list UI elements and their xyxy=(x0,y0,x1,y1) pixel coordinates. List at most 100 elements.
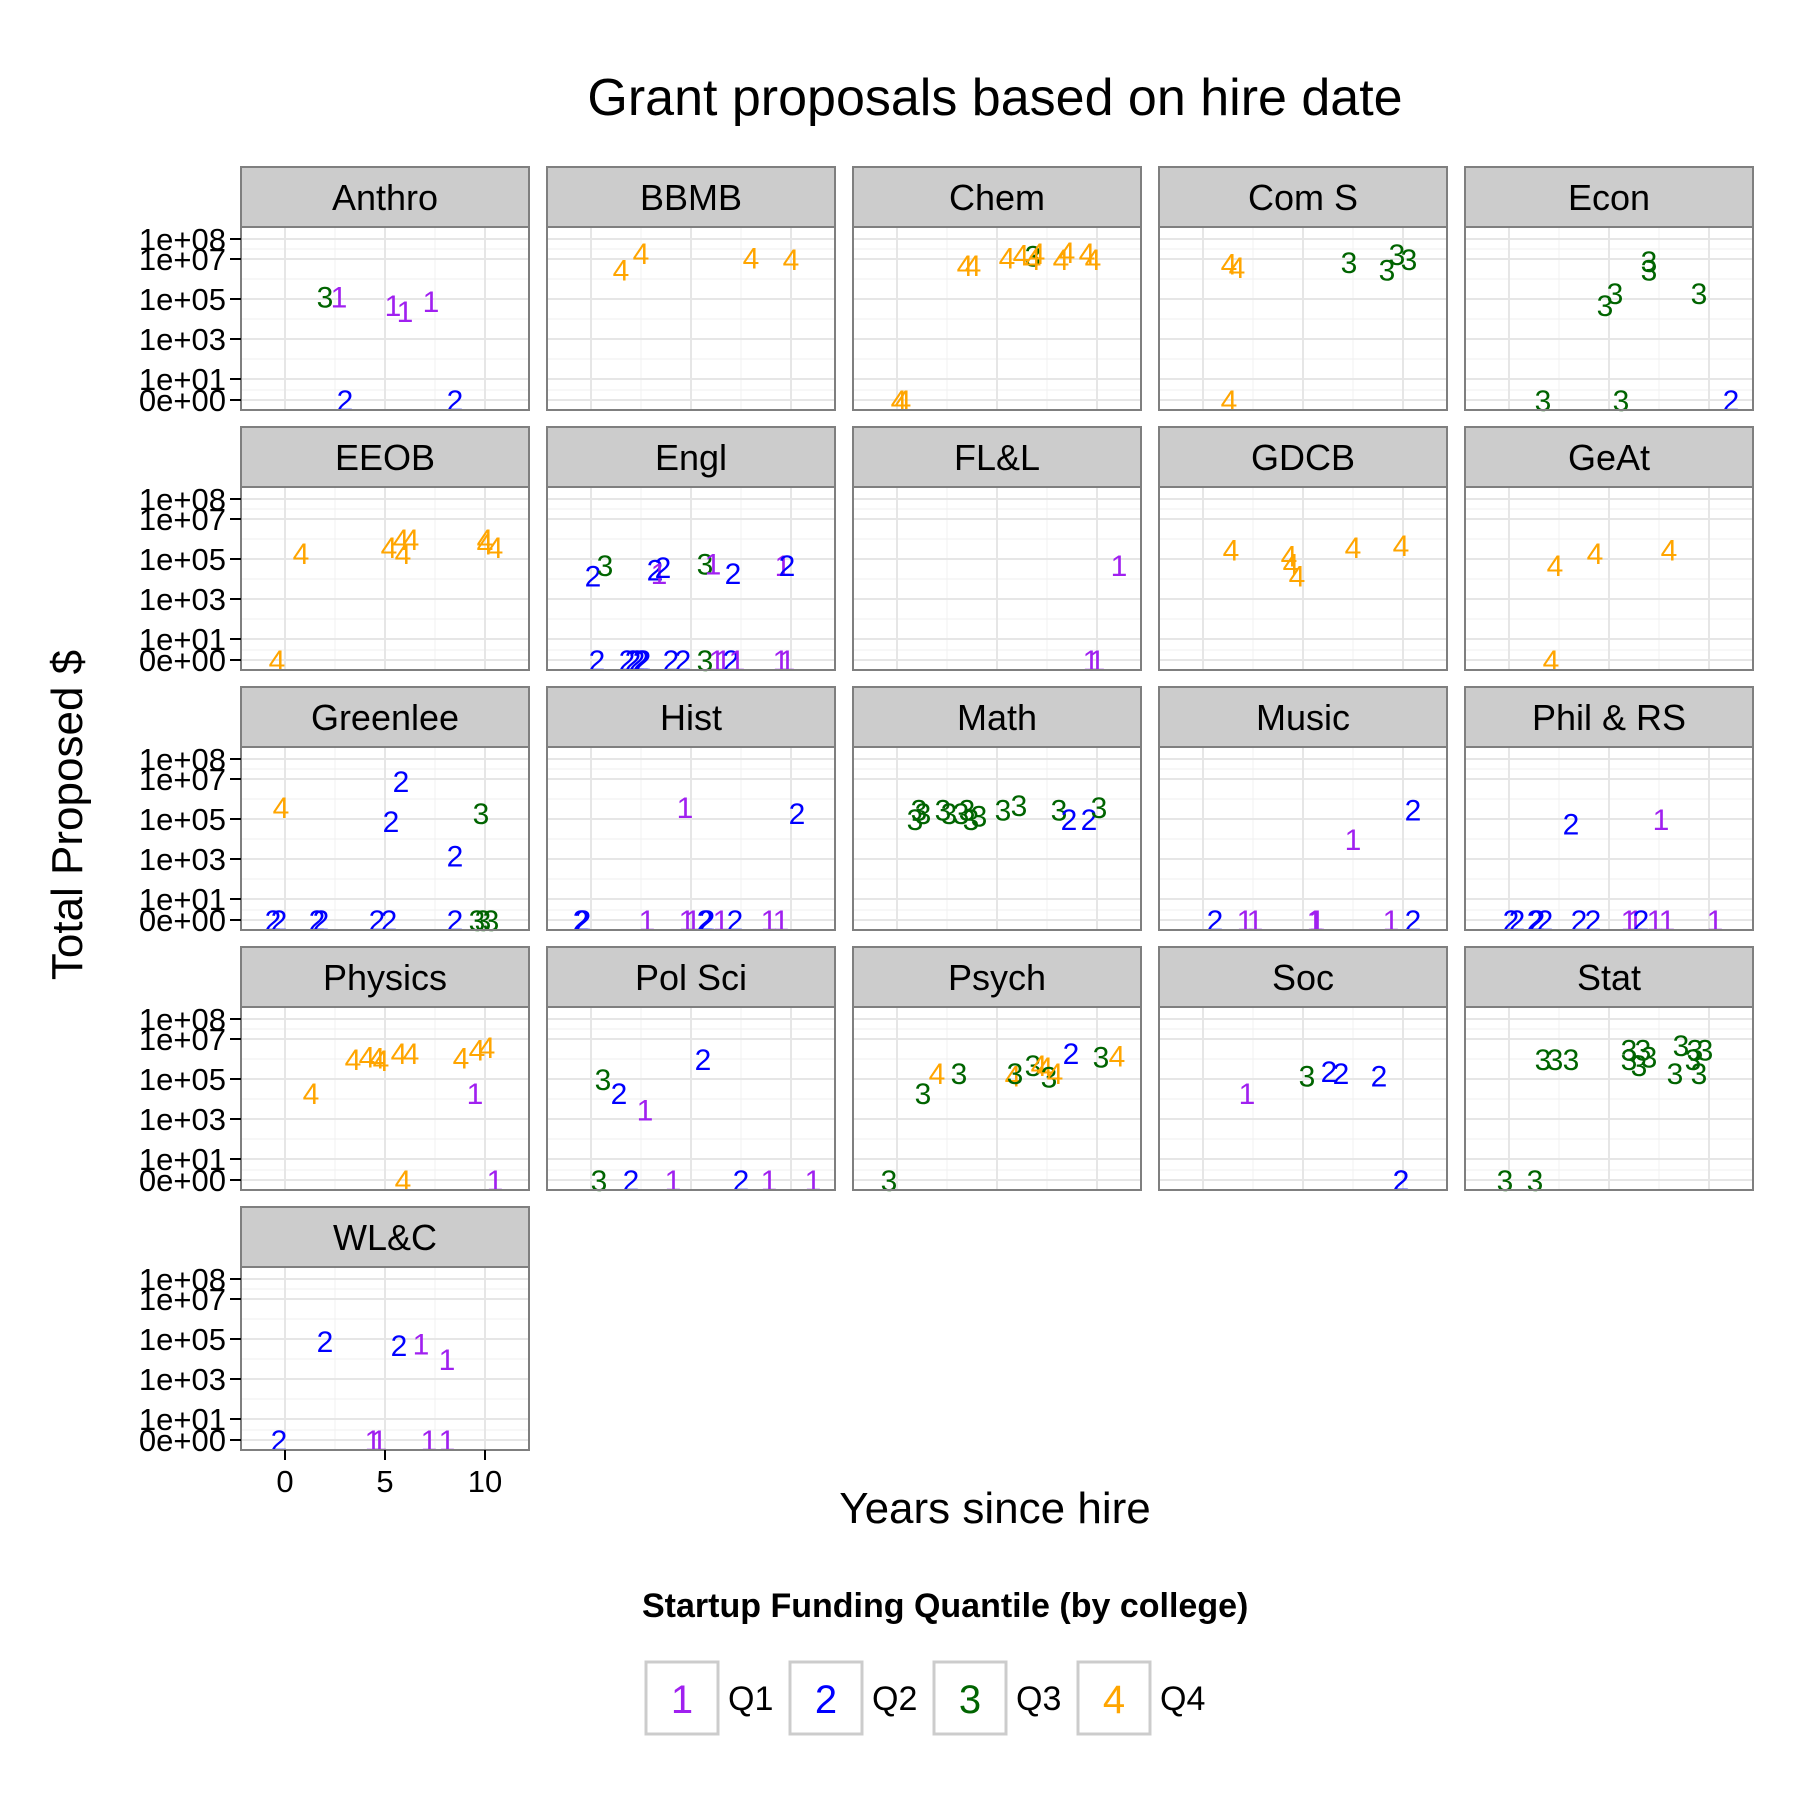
data-point: 4 xyxy=(273,792,290,825)
data-point: 4 xyxy=(1005,1060,1022,1093)
data-point: 3 xyxy=(953,798,970,831)
strip-label: Psych xyxy=(948,957,1046,998)
panel-border xyxy=(852,746,1142,931)
y-tick-label: 1e+05 xyxy=(139,1062,226,1097)
legend-key-box xyxy=(1076,1660,1152,1736)
panel-border xyxy=(240,486,530,671)
strip-label: Soc xyxy=(1272,957,1334,998)
y-tick-label: 1e+01 xyxy=(139,362,226,397)
data-point: 3 xyxy=(971,800,988,833)
data-point: 3 xyxy=(1341,247,1358,280)
data-point: 3 xyxy=(959,794,976,827)
strip-label: Greenlee xyxy=(311,697,459,738)
data-point: 1 xyxy=(385,290,402,323)
data-point: 4 xyxy=(895,385,912,418)
panel-border xyxy=(1464,1006,1754,1191)
data-point: 1 xyxy=(805,1165,822,1198)
data-point: 4 xyxy=(1031,1050,1048,1083)
panel-border xyxy=(546,226,836,411)
data-point: 2 xyxy=(447,840,464,873)
data-point: 2 xyxy=(575,905,592,938)
data-point: 1 xyxy=(439,1425,456,1458)
data-point: 1 xyxy=(1111,550,1128,583)
data-point: 2 xyxy=(1207,905,1224,938)
strip-econ xyxy=(1464,166,1754,228)
y-tick-label: 1e+08 xyxy=(139,1262,226,1297)
legend-keys: 1 Q1 2 Q2 3 Q3 4 Q4 xyxy=(644,1660,1205,1736)
data-point: 4 xyxy=(403,1038,420,1071)
data-point: 3 xyxy=(1667,1058,1684,1091)
legend-key-box xyxy=(644,1660,720,1736)
data-point: 4 xyxy=(381,532,398,565)
panel-border xyxy=(1158,1006,1448,1191)
strip-label: Physics xyxy=(323,957,447,998)
strip-soc xyxy=(1158,946,1448,1008)
data-point: 4 xyxy=(373,1045,390,1078)
data-point: 4 xyxy=(1029,238,1046,271)
strip-music xyxy=(1158,686,1448,748)
data-point: 2 xyxy=(675,645,692,678)
legend-label: Q4 xyxy=(1160,1680,1205,1718)
data-point: 3 xyxy=(1497,1165,1514,1198)
strip-phil-and-rs xyxy=(1464,686,1754,748)
data-point: 4 xyxy=(999,242,1016,275)
strip-flandl xyxy=(852,426,1142,488)
legend-key-box xyxy=(932,1660,1008,1736)
data-point: 4 xyxy=(1079,238,1096,271)
panel-border xyxy=(240,1006,530,1191)
x-tick-label: 5 xyxy=(376,1464,393,1499)
strip-label: WL&C xyxy=(333,1217,437,1258)
data-point: 1 xyxy=(705,548,722,581)
strip-geat xyxy=(1464,426,1754,488)
y-tick-label: 1e+05 xyxy=(139,282,226,317)
data-point: 3 xyxy=(1635,1034,1652,1067)
data-point: 4 xyxy=(1229,252,1246,285)
data-point: 3 xyxy=(915,798,932,831)
data-point: 2 xyxy=(611,1078,628,1111)
legend-item-q2: 2 Q2 xyxy=(788,1660,917,1736)
data-point: 3 xyxy=(935,794,952,827)
data-point: 3 xyxy=(963,804,980,837)
data-point: 1 xyxy=(651,558,668,591)
data-point: 4 xyxy=(1543,645,1560,678)
strip-label: Music xyxy=(1256,697,1350,738)
strip-label: Stat xyxy=(1577,957,1641,998)
data-point: 3 xyxy=(595,1064,612,1097)
data-point: 3 xyxy=(1401,244,1418,277)
data-point: 1 xyxy=(1383,905,1400,938)
y-tick-label: 1e+03 xyxy=(139,1102,226,1137)
legend-label: Q1 xyxy=(728,1680,773,1718)
data-point: 4 xyxy=(957,250,974,283)
data-point: 4 xyxy=(1025,244,1042,277)
data-point: 2 xyxy=(1333,1058,1350,1091)
data-point: 3 xyxy=(1685,1044,1702,1077)
data-point: 2 xyxy=(779,550,796,583)
data-point: 2 xyxy=(695,1044,712,1077)
data-point: 2 xyxy=(393,766,410,799)
data-point: 2 xyxy=(1509,905,1526,938)
panel-border xyxy=(1464,226,1754,411)
data-point: 1 xyxy=(729,645,746,678)
y-tick-label: 1e+01 xyxy=(139,622,226,657)
data-point: 3 xyxy=(1607,278,1624,311)
data-point: 2 xyxy=(313,905,330,938)
data-point: 4 xyxy=(743,242,760,275)
panel-border xyxy=(852,1006,1142,1191)
data-point: 4 xyxy=(783,244,800,277)
strip-chem xyxy=(852,166,1142,228)
data-point: 3 xyxy=(907,804,924,837)
data-point: 2 xyxy=(585,560,602,593)
data-point: 2 xyxy=(1405,905,1422,938)
data-point: 2 xyxy=(647,554,664,587)
data-point: 3 xyxy=(1379,254,1396,287)
data-point: 3 xyxy=(473,798,490,831)
data-point: 1 xyxy=(1089,645,1106,678)
